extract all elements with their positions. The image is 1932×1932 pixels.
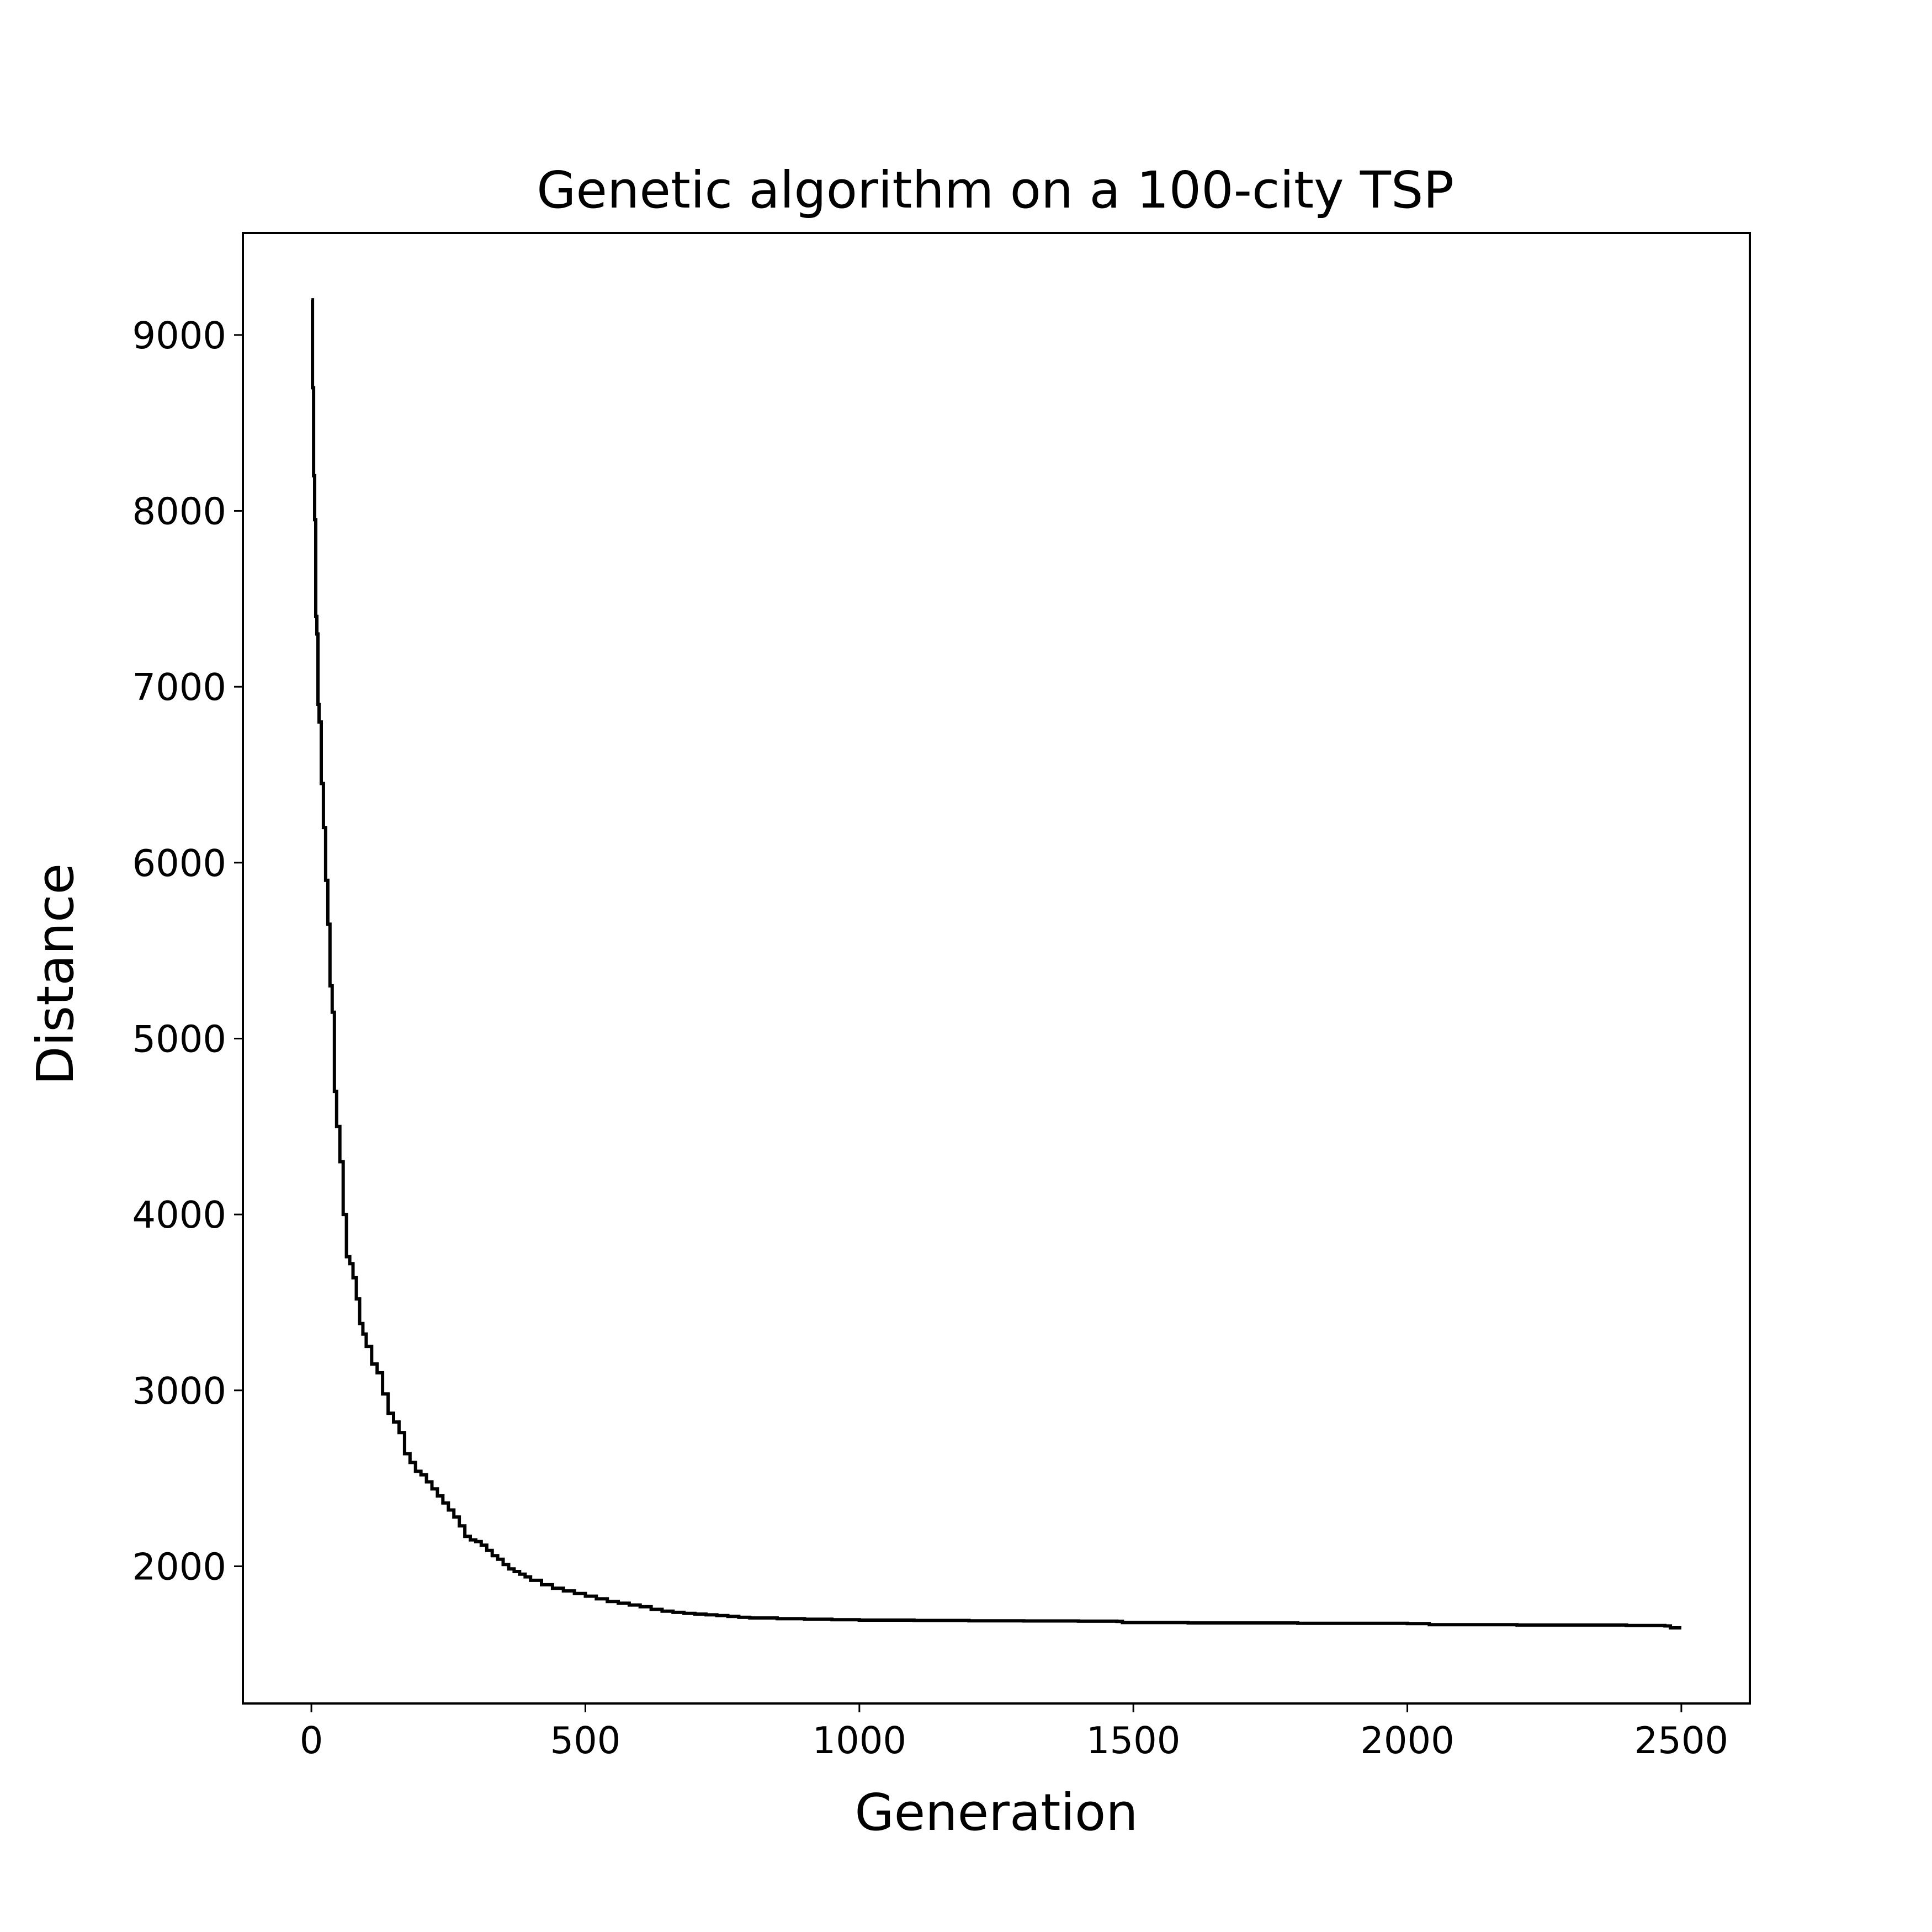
x-tick-label: 1500 — [1086, 1719, 1181, 1762]
y-tick-label: 9000 — [132, 314, 226, 357]
y-tick-label: 4000 — [132, 1193, 226, 1236]
plot-frame — [242, 232, 1751, 1705]
x-axis: 0 500 1000 1500 2000 2500 — [300, 1703, 1728, 1762]
x-tick-label: 2000 — [1360, 1719, 1455, 1762]
y-tick-label: 3000 — [132, 1370, 226, 1413]
x-tick-label: 2500 — [1634, 1719, 1729, 1762]
y-tick-label: 6000 — [132, 842, 226, 885]
x-axis-title: Generation — [854, 1783, 1138, 1842]
x-tick-label: 0 — [300, 1719, 323, 1762]
series-line — [311, 298, 1681, 1630]
chart-title: Genetic algorithm on a 100-city TSP — [537, 161, 1454, 220]
y-axis-title: Distance — [26, 863, 85, 1085]
y-tick-label: 8000 — [132, 490, 226, 533]
y-tick-label: 5000 — [132, 1017, 226, 1060]
x-tick-label: 500 — [550, 1719, 621, 1762]
y-tick-label: 7000 — [132, 666, 226, 709]
plot-area — [311, 298, 1681, 1630]
x-tick-label: 1000 — [813, 1719, 907, 1762]
y-tick-label: 2000 — [132, 1545, 226, 1588]
y-axis: 2000 3000 4000 5000 6000 7000 8000 9000 — [132, 314, 243, 1588]
